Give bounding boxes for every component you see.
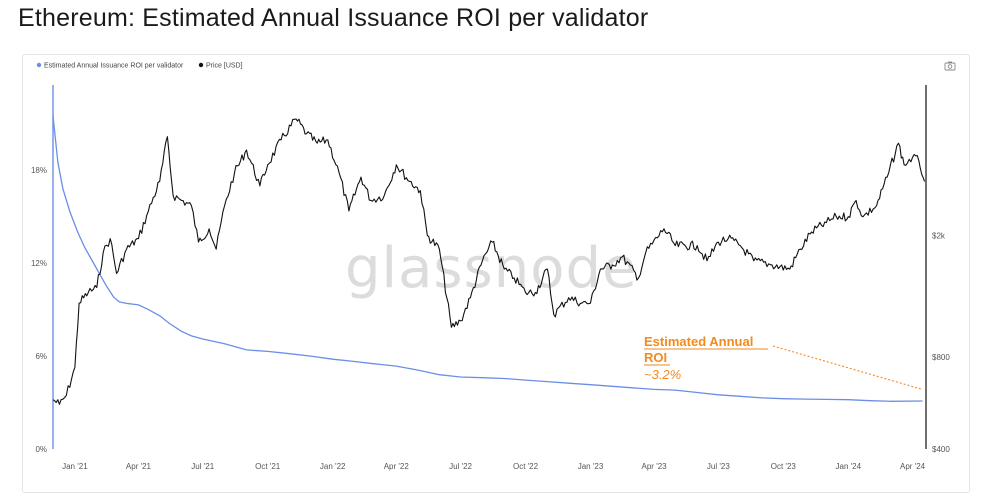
page-title: Ethereum: Estimated Annual Issuance ROI …: [18, 4, 649, 32]
x-tick-label: Jul '22: [449, 462, 472, 471]
annotation-line1: Estimated Annual: [644, 334, 753, 349]
x-tick-label: Jul '23: [707, 462, 730, 471]
annotation-line2: ROI: [644, 350, 667, 365]
legend-roi-swatch: [36, 62, 42, 68]
x-tick-label: Jan '22: [320, 462, 346, 471]
chart-svg: Estimated Annual Issuance ROI per valida…: [31, 61, 956, 471]
x-tick-label: Oct '22: [513, 462, 539, 471]
watermark: glassnode: [345, 236, 638, 301]
legend[interactable]: Estimated Annual Issuance ROI per valida…: [36, 62, 243, 70]
y-right-tick-label: $400: [932, 445, 950, 454]
annotation-pointer: [772, 345, 922, 390]
legend-roi-label[interactable]: Estimated Annual Issuance ROI per valida…: [44, 63, 184, 70]
annotation-line3: ~3.2%: [644, 367, 681, 382]
x-tick-label: Jan '24: [836, 462, 862, 471]
y-left-tick-label: 18%: [31, 166, 47, 175]
x-tick-label: Oct '23: [771, 462, 797, 471]
x-tick-label: Jan '23: [578, 462, 604, 471]
y-right-tick-label: $2k: [932, 231, 946, 240]
x-tick-label: Jan '21: [62, 462, 88, 471]
price-series-line: [52, 118, 926, 405]
y-left-tick-label: 12%: [31, 259, 47, 268]
x-tick-label: Jul '21: [191, 462, 214, 471]
legend-price-label[interactable]: Price [USD]: [206, 63, 243, 70]
y-left-tick-label: 6%: [35, 352, 47, 361]
x-tick-label: Oct '21: [255, 462, 281, 471]
x-tick-label: Apr '21: [126, 462, 152, 471]
roi-series-line: [52, 115, 923, 402]
roi-annotation: Estimated Annual ROI ~3.2%: [644, 334, 922, 390]
legend-price-swatch: [198, 62, 204, 68]
y-left-tick-label: 0%: [35, 445, 47, 454]
x-tick-label: Apr '23: [642, 462, 668, 471]
x-tick-label: Apr '24: [900, 462, 926, 471]
chart-panel: Estimated Annual Issuance ROI per valida…: [22, 54, 970, 493]
camera-icon[interactable]: [944, 61, 956, 71]
y-right-tick-label: $800: [932, 353, 950, 362]
x-tick-label: Apr '22: [384, 462, 410, 471]
